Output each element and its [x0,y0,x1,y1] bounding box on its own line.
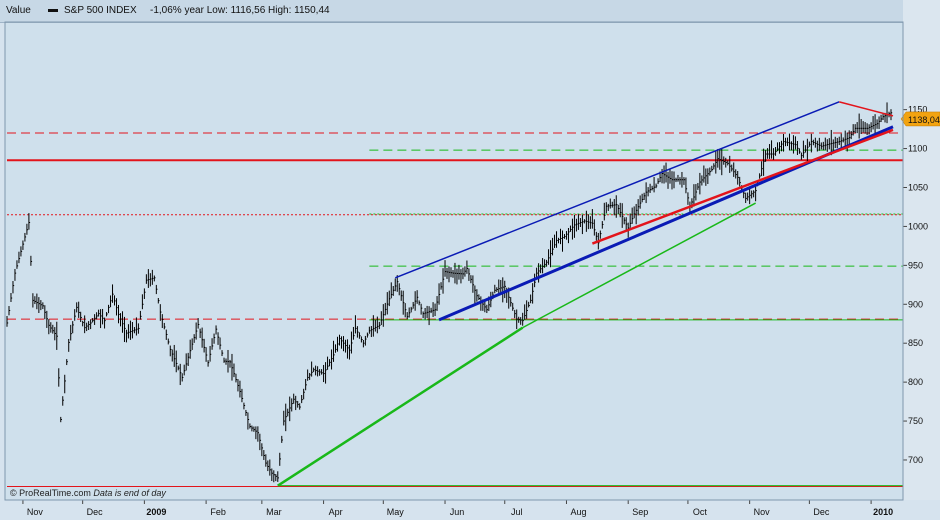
x-tick-label: Nov [27,507,44,517]
x-tick-label: Dec [87,507,104,517]
y-tick-label: 850 [908,338,923,348]
x-tick-label: Sep [632,507,648,517]
x-tick-label: Apr [329,507,343,517]
y-tick-label: 950 [908,260,923,270]
y-tick-label: 1150 [908,105,927,115]
y-tick-label: 1050 [908,182,928,192]
x-tick-label: 2010 [873,507,893,517]
y-tick-label: 700 [908,455,923,465]
x-tick-label: Oct [693,507,708,517]
y-tick-label: 1100 [908,144,927,154]
x-tick-label: Jul [511,507,523,517]
footer-note: Data is end of day [93,488,166,498]
red-support [591,128,894,245]
value-label: Value [6,5,31,16]
date-axis [0,500,940,520]
price-stats: -1,06% year Low: 1116,56 High: 1150,44 [150,5,330,16]
y-tick-label: 800 [908,377,923,387]
y-tick-label: 900 [908,299,923,309]
red-top [839,101,894,117]
y-tick-label: 750 [908,416,923,426]
y-tick-label: 1000 [908,221,928,231]
x-tick-label: Jun [450,507,465,517]
price-axis [903,0,940,520]
footer-brand: © ProRealTime.com [10,488,91,498]
x-tick-label: Aug [570,507,586,517]
current-price-badge [900,111,940,127]
green-upper [522,202,756,329]
footer-credit: © ProRealTime.com Data is end of day [10,488,166,498]
x-tick-label: Mar [266,507,282,517]
x-tick-label: Nov [754,507,771,517]
x-tick-label: Feb [210,507,226,517]
series-swatch [48,9,58,12]
x-tick-label: 2009 [146,507,166,517]
plot-border [4,21,904,501]
green-support [277,326,524,487]
current-price-label: 1138,04 [908,115,940,125]
channel-upper [394,101,840,279]
instrument-name: S&P 500 INDEX [64,5,137,16]
x-tick-label: Dec [813,507,830,517]
x-tick-label: May [387,507,405,517]
plot-area [5,22,903,500]
